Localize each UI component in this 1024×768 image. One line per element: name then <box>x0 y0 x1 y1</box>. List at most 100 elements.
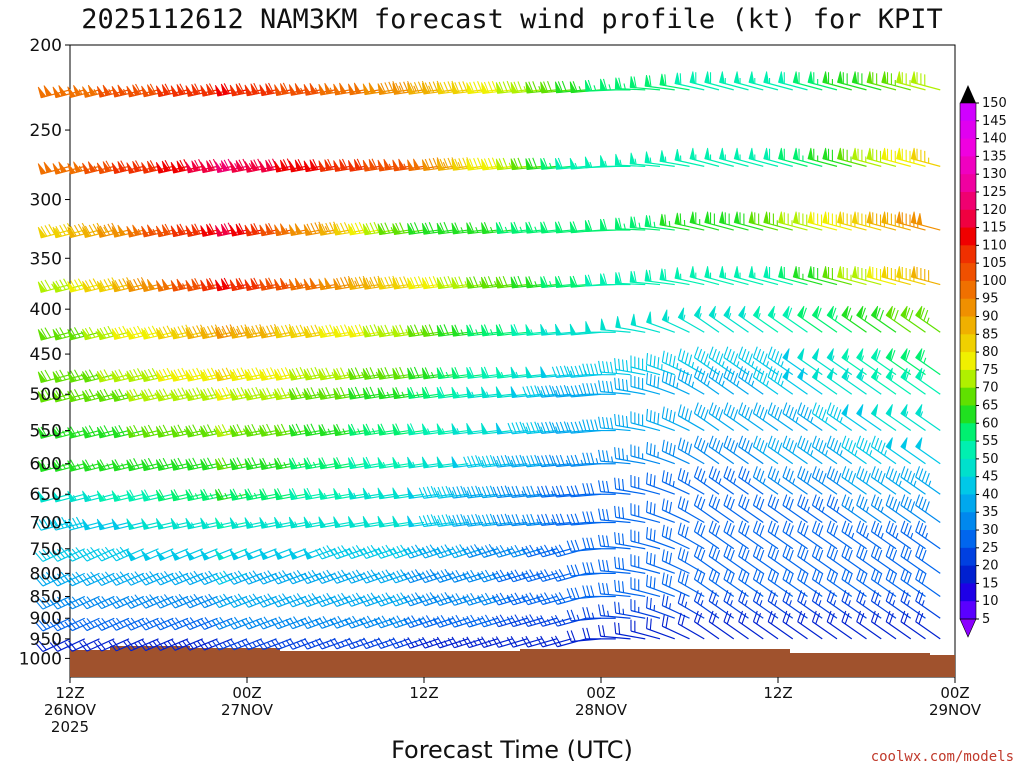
barb-full-flag <box>763 443 767 454</box>
barb-full-flag <box>827 466 831 477</box>
barb-staff <box>812 505 837 522</box>
barb-full-flag <box>848 471 852 482</box>
barb-staff <box>739 556 764 573</box>
barb-half-flag <box>708 361 710 366</box>
barb-full-flag <box>678 349 681 360</box>
barb-full-flag <box>786 548 790 559</box>
barb-full-flag <box>871 569 875 580</box>
barb-full-flag <box>694 495 698 506</box>
barb-full-flag <box>678 547 681 558</box>
barb-pennant <box>319 161 326 172</box>
barb-full-flag <box>889 469 893 480</box>
barb-pennant <box>289 279 296 290</box>
barb-pennant <box>852 72 857 84</box>
barb-full-flag <box>654 530 655 541</box>
barb-half-flag <box>267 642 270 647</box>
barb-full-flag <box>783 436 787 447</box>
wind-barb <box>171 549 203 560</box>
wind-barb <box>615 622 646 639</box>
barb-pennant <box>720 72 725 84</box>
barb-staff <box>724 505 749 522</box>
barb-staff <box>857 447 882 464</box>
barb-full-flag <box>682 594 685 605</box>
barb-staff <box>783 447 808 464</box>
barb-pennant <box>601 155 606 166</box>
barb-full-flag <box>875 523 879 534</box>
barb-full-flag <box>812 436 816 447</box>
barb-full-flag <box>607 481 609 492</box>
barb-full-flag <box>662 440 664 451</box>
barb-full-flag <box>801 548 805 559</box>
barb-full-flag <box>801 571 805 582</box>
wind-barb <box>647 575 675 597</box>
barb-full-flag <box>587 383 590 394</box>
barb-half-flag <box>708 381 710 386</box>
barb-staff <box>709 447 734 464</box>
barb-full-flag <box>822 473 826 484</box>
barb-half-flag <box>669 221 670 227</box>
barb-full-flag <box>607 509 609 520</box>
barb-full-flag <box>886 466 890 477</box>
barb-full-flag <box>647 373 648 384</box>
barb-staff <box>768 505 793 522</box>
barb-full-flag <box>907 499 911 510</box>
barb-full-flag <box>607 381 609 392</box>
barb-full-flag <box>670 474 672 485</box>
barb-full-flag <box>822 409 826 420</box>
barb-pennant <box>808 148 813 160</box>
barb-full-flag <box>863 499 867 510</box>
barb-full-flag <box>860 469 864 480</box>
barb-full-flag <box>599 480 601 491</box>
barb-full-flag <box>583 628 586 639</box>
barb-full-flag <box>583 364 586 375</box>
barb-full-flag <box>768 347 772 358</box>
barb-pennant <box>808 212 813 224</box>
barb-full-flag <box>591 383 594 394</box>
barb-full-flag <box>583 607 586 618</box>
barb-full-flag <box>670 528 672 539</box>
barb-full-flag <box>587 538 590 549</box>
barb-full-flag <box>207 326 212 336</box>
barb-pennant <box>823 72 828 84</box>
barb-full-flag <box>599 380 601 391</box>
barb-staff <box>694 505 719 522</box>
barb-pennant <box>310 278 317 289</box>
barb-pennant <box>675 149 680 161</box>
barb-pennant <box>660 74 665 86</box>
barb-full-flag <box>878 471 882 482</box>
barb-pennant <box>705 72 710 84</box>
barb-full-flag <box>619 359 620 370</box>
barb-full-flag <box>207 369 212 379</box>
barb-staff <box>768 377 793 394</box>
barb-pennant <box>798 348 804 360</box>
wind-barb <box>168 594 203 608</box>
barb-full-flag <box>778 443 782 454</box>
barb-staff <box>871 477 896 494</box>
barb-pennant <box>897 148 902 160</box>
barb-full-flag <box>901 545 905 556</box>
barb-full-flag <box>801 593 805 604</box>
barb-pennant <box>764 212 769 224</box>
barb-pennant <box>779 266 784 278</box>
barb-pennant <box>289 225 296 236</box>
barb-full-flag <box>730 573 734 584</box>
wind-barb <box>615 602 646 619</box>
barb-full-flag <box>716 550 720 561</box>
barb-full-flag <box>647 473 648 484</box>
barb-pennant <box>886 404 892 416</box>
barb-staff <box>709 413 734 430</box>
barb-full-flag <box>670 354 672 365</box>
barb-pennant <box>118 225 125 236</box>
barb-full-flag <box>742 438 746 449</box>
barb-full-flag <box>886 495 890 506</box>
barb-full-flag <box>749 354 753 365</box>
barb-pennant <box>917 213 922 225</box>
barb-full-flag <box>753 521 757 532</box>
barb-full-flag <box>834 407 838 418</box>
wind-barb <box>660 74 690 90</box>
wind-barb <box>645 75 675 90</box>
barb-full-flag <box>922 471 926 482</box>
barb-full-flag <box>860 571 864 582</box>
barb-full-flag <box>739 495 743 506</box>
barb-full-flag <box>848 550 852 561</box>
